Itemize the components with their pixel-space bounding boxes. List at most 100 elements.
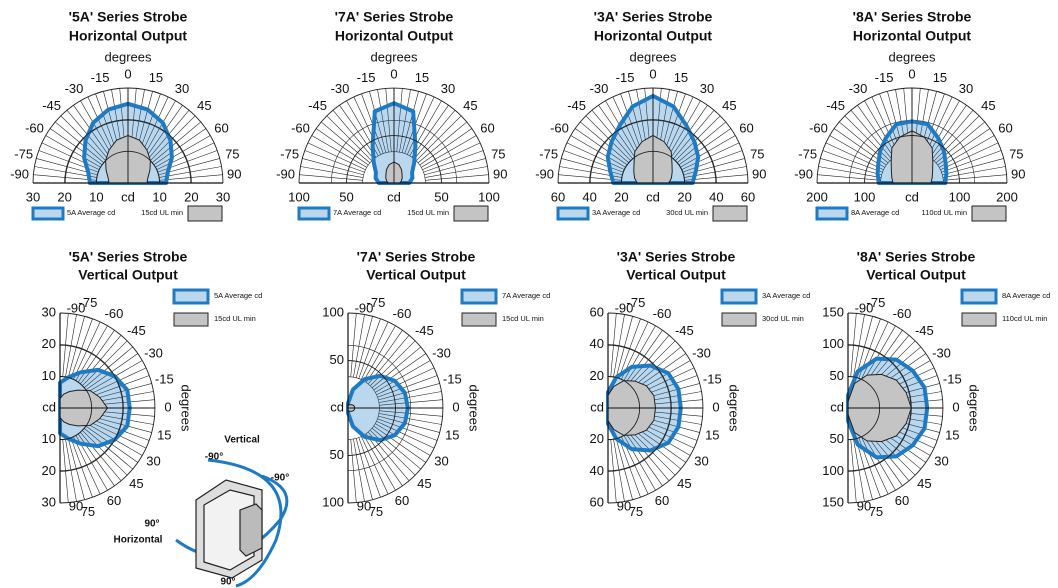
theta-tick-label: 45 [129, 476, 143, 491]
theta-tick-label: -30 [692, 345, 711, 360]
theta-tick-label: 15 [705, 427, 719, 442]
theta-tick-label: 30 [175, 81, 189, 96]
theta-tick-label: -15 [155, 371, 174, 386]
theta-tick-label: -75 [627, 295, 646, 310]
theta-tick-label: 15 [674, 70, 688, 85]
spoke [300, 166, 364, 178]
theta-tick-label: 30 [694, 453, 708, 468]
r-tick-label: 50 [830, 431, 844, 446]
legend-label: 15cd UL min [502, 314, 544, 323]
theta-tick-label: -30 [849, 81, 868, 96]
theta-tick-label: 0 [164, 399, 171, 414]
theta-tick-label: -45 [915, 323, 934, 338]
spoke [943, 174, 1007, 181]
theta-axis-label: degrees [967, 385, 982, 432]
r-tick-label: 20 [590, 431, 604, 446]
inset-label: Vertical [224, 435, 260, 446]
chart-subtitle: Horizontal Output [335, 28, 454, 44]
legend-label: 15cd UL min [214, 314, 256, 323]
chart-title: '7A' Series Strobe [357, 249, 476, 265]
theta-tick-label: 90 [1011, 166, 1025, 181]
spoke [350, 313, 357, 377]
theta-tick-label: -15 [616, 70, 635, 85]
r-axis-label: cd [830, 399, 844, 414]
spoke [365, 330, 403, 383]
spoke [415, 115, 462, 162]
chart-subtitle: Vertical Output [866, 267, 966, 283]
theta-axis-label: degrees [467, 385, 482, 432]
theta-tick-label: 90 [493, 166, 507, 181]
r-tick-label: 200 [806, 189, 828, 204]
r-tick-label: 50 [330, 352, 344, 367]
chart-title: '5A' Series Strobe [69, 249, 188, 265]
r-tick-label: 150 [822, 494, 844, 509]
theta-tick-label: -60 [809, 120, 828, 135]
r-tick-label: 40 [590, 336, 604, 351]
theta-tick-label: -75 [798, 146, 817, 161]
theta-tick-label: 90 [617, 498, 631, 513]
spoke [829, 135, 886, 168]
inset-label: -90° [271, 473, 289, 484]
legend-swatch [172, 288, 210, 305]
chart-title: '3A' Series Strobe [617, 249, 736, 265]
r-tick-label: 50 [830, 368, 844, 383]
chart-subtitle: Vertical Output [366, 267, 466, 283]
theta-tick-label: -90 [855, 300, 874, 315]
legend-label: 30cd UL min [762, 314, 804, 323]
legend-swatch [453, 205, 489, 222]
theta-tick-label: 15 [933, 70, 947, 85]
spoke [411, 105, 449, 158]
inset-label: 90° [144, 519, 159, 530]
theta-tick-label: -60 [893, 306, 912, 321]
chart-subtitle: Vertical Output [78, 267, 178, 283]
theta-tick-label: 30 [146, 453, 160, 468]
r-tick-label: 50 [434, 189, 448, 204]
spoke [353, 314, 365, 378]
r-axis-label: cd [646, 189, 660, 204]
theta-tick-label: -90 [355, 300, 374, 315]
theta-tick-label: -30 [590, 81, 609, 96]
theta-tick-label: 30 [700, 81, 714, 96]
legend-label: 15cd UL min [141, 208, 183, 217]
legend-swatch [556, 206, 590, 221]
r-tick-label: 20 [614, 189, 628, 204]
vertical-arc [207, 458, 283, 588]
theta-tick-label: 90 [857, 498, 871, 513]
theta-tick-label: 60 [895, 493, 909, 508]
inset-label: Horizontal [114, 535, 163, 546]
r-tick-label: 20 [57, 189, 71, 204]
legend-label: 7A Average cd [333, 208, 381, 217]
legend-swatch [712, 205, 748, 222]
chart-subtitle: Horizontal Output [594, 28, 713, 44]
r-tick-label: 60 [590, 304, 604, 319]
r-tick-label: 100 [854, 189, 876, 204]
theta-tick-label: -90 [67, 300, 86, 315]
theta-tick-label: 15 [445, 427, 459, 442]
theta-tick-label: -45 [567, 98, 586, 113]
spoke [820, 158, 882, 176]
r-tick-label: 40 [709, 189, 723, 204]
spoke [927, 100, 960, 157]
spoke [363, 434, 396, 491]
theta-tick-label: 30 [434, 453, 448, 468]
r-tick-label: 20 [184, 189, 198, 204]
spoke [378, 415, 440, 433]
spoke [419, 128, 472, 166]
theta-tick-label: -45 [42, 98, 61, 113]
theta-tick-label: -45 [415, 323, 434, 338]
r-tick-label: 40 [582, 189, 596, 204]
spoke [371, 346, 421, 389]
r-tick-label: 200 [996, 189, 1018, 204]
theta-tick-label: -60 [105, 306, 124, 321]
theta-tick-label: 45 [463, 98, 477, 113]
theta-tick-label: -75 [867, 295, 886, 310]
theta-tick-label: -90 [615, 300, 634, 315]
spoke [850, 110, 893, 160]
spoke [363, 325, 396, 382]
theta-tick-label: -75 [280, 146, 299, 161]
r-tick-label: 60 [590, 494, 604, 509]
r-tick-label: 10 [152, 189, 166, 204]
r-tick-label: 100 [949, 189, 971, 204]
spoke [365, 433, 403, 486]
